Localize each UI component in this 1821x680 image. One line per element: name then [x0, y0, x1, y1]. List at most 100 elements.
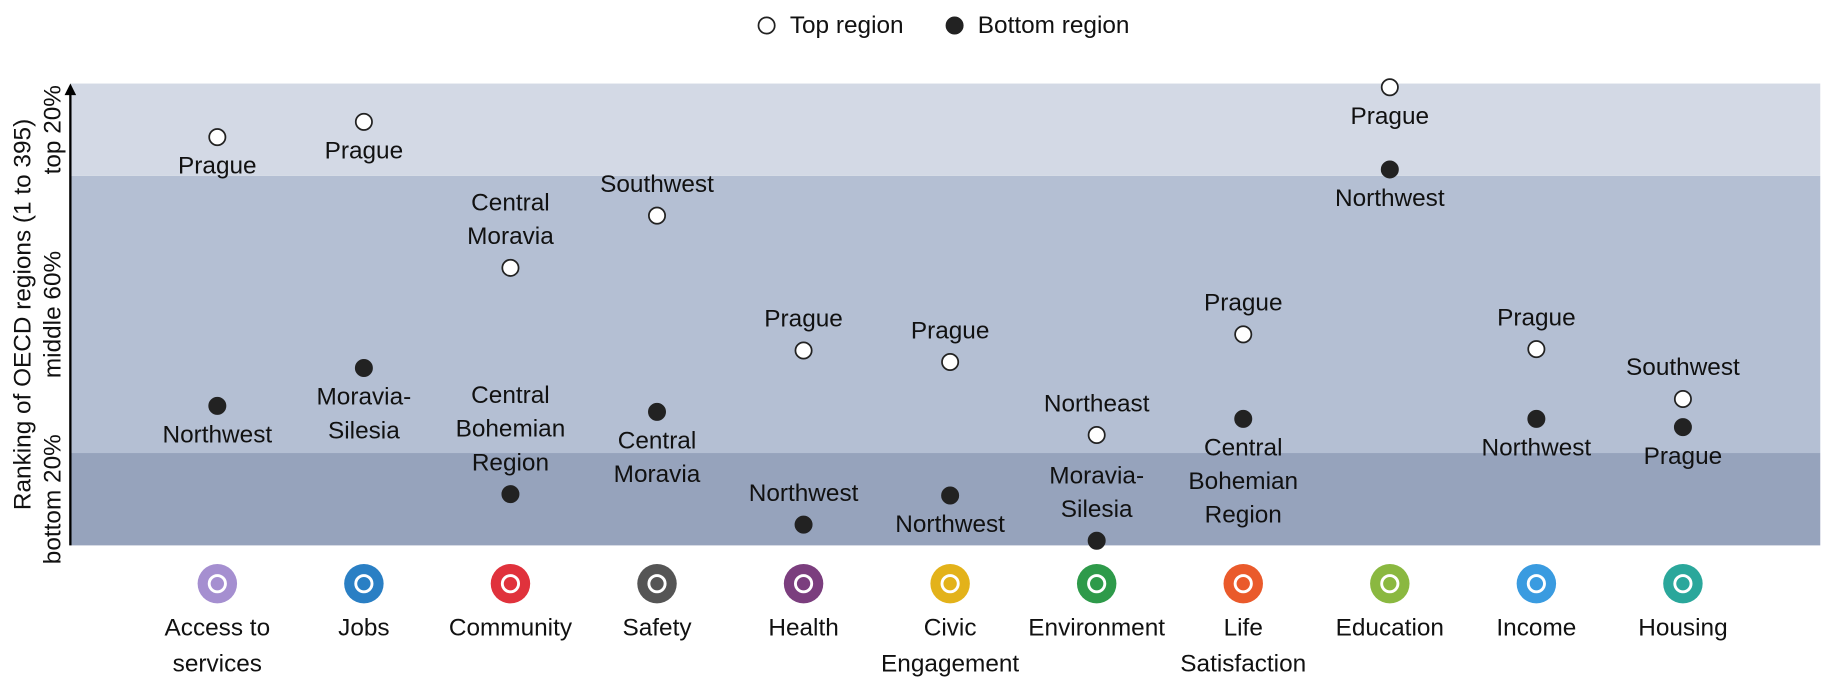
band-label: middle 60%	[40, 251, 67, 378]
dot	[1380, 78, 1399, 97]
band	[70, 175, 1821, 454]
dot	[1234, 325, 1253, 344]
category-label: Access to	[165, 614, 271, 641]
point-label: Southwest	[1626, 354, 1740, 381]
point-label: Bohemian	[456, 416, 566, 443]
point-label: Central	[471, 189, 550, 216]
point-label: Central	[618, 428, 697, 455]
category-icon-glyph	[1233, 574, 1253, 594]
legend-marker	[757, 16, 776, 35]
category-label: Education	[1336, 614, 1444, 641]
point-label: Northwest	[1335, 185, 1445, 212]
category-label: Community	[449, 614, 573, 641]
category-icon-glyph	[1526, 574, 1546, 594]
point-label: Moravia-	[1049, 462, 1144, 489]
dot	[1234, 409, 1253, 428]
point-label: Prague	[1497, 304, 1576, 331]
dot	[354, 112, 373, 131]
category-label: services	[173, 650, 262, 677]
category-label: Life	[1224, 614, 1263, 641]
point-label: Prague	[1351, 103, 1430, 130]
category-icon	[783, 563, 824, 604]
dot	[648, 402, 667, 421]
category-icon	[1076, 563, 1117, 604]
dot	[208, 128, 227, 147]
category-label: Environment	[1028, 614, 1165, 641]
point-label: Northwest	[895, 511, 1005, 538]
category-icon	[1663, 563, 1703, 604]
dot	[794, 341, 813, 360]
category-label: Safety	[622, 614, 692, 641]
dot	[1673, 389, 1692, 408]
point-label: Silesia	[1061, 496, 1133, 523]
band-label: bottom 20%	[40, 434, 67, 564]
category-icon-glyph	[1087, 574, 1107, 594]
category-icon	[344, 563, 384, 604]
category-icon	[637, 563, 677, 604]
point-label: Prague	[764, 306, 843, 333]
dot	[1527, 409, 1546, 428]
dot	[501, 258, 520, 277]
point-label: Central	[1204, 434, 1283, 461]
dot	[941, 353, 960, 372]
category-icon	[1516, 563, 1557, 604]
y-axis-arrow	[64, 83, 77, 96]
dot	[1527, 340, 1546, 359]
dot	[354, 359, 373, 378]
point-label: Region	[1205, 502, 1282, 529]
point-label: Bohemian	[1188, 468, 1298, 495]
category-icon-glyph	[354, 574, 374, 594]
dot	[1087, 531, 1106, 550]
category-icon-glyph	[940, 574, 960, 594]
point-label: Silesia	[328, 417, 400, 444]
legend-label: Bottom region	[978, 12, 1130, 39]
y-axis-title: Ranking of OECD regions (1 to 395)	[9, 119, 36, 510]
dot	[794, 515, 813, 534]
dot	[501, 485, 520, 504]
point-label: Prague	[1204, 290, 1283, 317]
point-label: Region	[472, 449, 549, 476]
category-label: Health	[768, 614, 838, 641]
bands	[70, 83, 1821, 546]
category-icon	[197, 563, 238, 604]
category-icon	[930, 563, 970, 604]
category-icon-glyph	[647, 574, 667, 594]
point-label: Prague	[178, 153, 257, 180]
point-label: Prague	[1644, 443, 1723, 470]
legend-label: Top region	[790, 12, 904, 39]
point-label: Northwest	[163, 422, 273, 449]
dot	[208, 396, 227, 415]
category-icon	[490, 563, 531, 604]
dot	[648, 206, 667, 225]
point-label: Northwest	[749, 480, 859, 507]
category-icon-glyph	[207, 574, 227, 594]
point-label: Moravia	[467, 223, 554, 250]
point-label: Moravia	[614, 461, 701, 488]
point-label: Central	[471, 382, 550, 409]
category-icon	[1223, 563, 1263, 604]
category-label: Housing	[1638, 614, 1727, 641]
marks: Prague Northwest Prague Moravia- Silesia Cent…	[163, 78, 1740, 550]
dot	[1087, 426, 1106, 445]
band-label: top 20%	[40, 85, 67, 174]
category-label: Engagement	[881, 650, 1019, 677]
point-label: Northeast	[1044, 390, 1150, 417]
dot	[1380, 160, 1399, 179]
point-label: Northwest	[1482, 434, 1592, 461]
category-label: Satisfaction	[1180, 650, 1306, 677]
category-icon-glyph	[500, 574, 521, 594]
category-icon-glyph	[1380, 574, 1400, 594]
legend-marker	[945, 16, 964, 35]
point-label: Moravia-	[317, 384, 412, 411]
category-label: Jobs	[338, 614, 389, 641]
point-label: Southwest	[600, 171, 714, 198]
category-label: Civic	[924, 614, 977, 641]
category-label: Income	[1496, 614, 1576, 641]
point-label: Prague	[325, 137, 404, 164]
dot	[1673, 418, 1692, 437]
point-label: Prague	[911, 317, 990, 344]
category-icon-glyph	[793, 574, 814, 594]
category-icon	[1370, 563, 1410, 604]
